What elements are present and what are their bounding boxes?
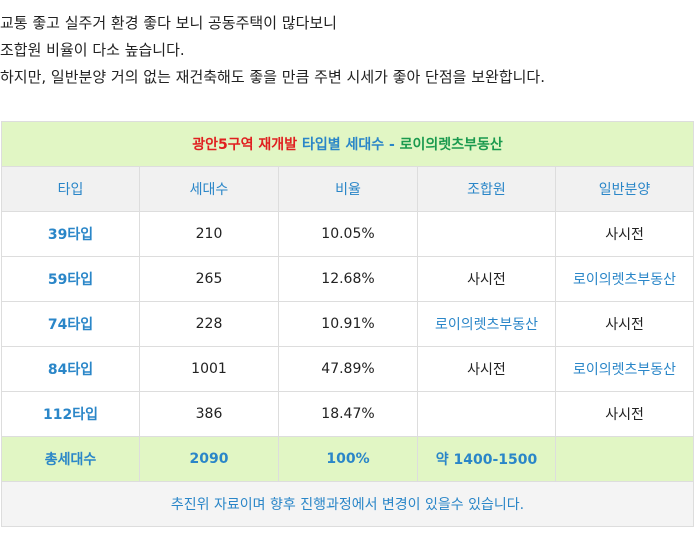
table-header-row: 타입 세대수 비율 조합원 일반분양 [1,166,694,212]
cell-member: 사시전 [417,256,556,302]
cell-member-link[interactable]: 로이의렛츠부동산 [417,301,556,347]
unit-type-table: 광안5구역 재개발 타입별 세대수 - 로이의렛츠부동산 타입 세대수 비율 조… [0,121,694,527]
cell-ratio: 12.68% [278,256,418,302]
cell-ratio: 18.47% [278,391,418,437]
cell-general: 사시전 [554,211,694,257]
total-units: 2090 [139,436,279,482]
intro-line-1: 교통 좋고 실주거 환경 좋다 보니 공동주택이 많다보니 [0,14,337,32]
cell-type: 39타입 [1,211,140,257]
table-row: 59타입 265 12.68% 사시전 로이의렛츠부동산 [1,256,694,302]
intro-line-3: 하지만, 일반분양 거의 없는 재건축해도 좋을 만큼 주변 시세가 좋아 단점… [0,68,545,86]
cell-general: 사시전 [554,301,694,347]
header-ratio: 비율 [278,166,418,212]
cell-units: 1001 [139,346,279,392]
cell-ratio: 47.89% [278,346,418,392]
cell-type: 112타입 [1,391,140,437]
table-note-row: 추진위 자료이며 향후 진행과정에서 변경이 있을수 있습니다. [0,481,694,527]
table-title: 광안5구역 재개발 타입별 세대수 - 로이의렛츠부동산 [0,121,694,167]
table-row: 112타입 386 18.47% 사시전 [1,391,694,437]
total-general [554,436,694,482]
cell-type: 84타입 [1,346,140,392]
table-title-subject: 타입별 세대수 [301,137,385,153]
table-title-separator: - [384,137,400,153]
header-units: 세대수 [139,166,279,212]
table-note: 추진위 자료이며 향후 진행과정에서 변경이 있을수 있습니다. [0,481,694,527]
table-row: 84타입 1001 47.89% 사시전 로이의렛츠부동산 [1,346,694,392]
total-member: 약 1400-1500 [417,436,556,482]
table-title-row: 광안5구역 재개발 타입별 세대수 - 로이의렛츠부동산 [0,121,694,167]
cell-member [417,391,556,437]
intro-text: 교통 좋고 실주거 환경 좋다 보니 공동주택이 많다보니 조합원 비율이 다소… [0,10,694,91]
total-label: 총세대수 [1,436,140,482]
cell-type: 59타입 [1,256,140,302]
unit-table: 광안5구역 재개발 타입별 세대수 - 로이의렛츠부동산 타입 세대수 비율 조… [0,121,694,527]
header-member: 조합원 [417,166,556,212]
table-row: 74타입 228 10.91% 로이의렛츠부동산 사시전 [1,301,694,347]
total-ratio: 100% [278,436,418,482]
cell-units: 265 [139,256,279,302]
table-title-source: 로이의렛츠부동산 [399,137,503,153]
table-total-row: 총세대수 2090 100% 약 1400-1500 [1,436,694,482]
cell-units: 386 [139,391,279,437]
header-general: 일반분양 [554,166,694,212]
table-row: 39타입 210 10.05% 사시전 [1,211,694,257]
cell-general-link[interactable]: 로이의렛츠부동산 [554,346,694,392]
cell-units: 228 [139,301,279,347]
cell-ratio: 10.91% [278,301,418,347]
cell-member [417,211,556,257]
cell-ratio: 10.05% [278,211,418,257]
table-title-project: 광안5구역 재개발 [192,137,298,153]
cell-member: 사시전 [417,346,556,392]
header-type: 타입 [1,166,140,212]
intro-line-2: 조합원 비율이 다소 높습니다. [0,41,185,59]
cell-type: 74타입 [1,301,140,347]
cell-general: 사시전 [554,391,694,437]
cell-units: 210 [139,211,279,257]
cell-general-link[interactable]: 로이의렛츠부동산 [554,256,694,302]
